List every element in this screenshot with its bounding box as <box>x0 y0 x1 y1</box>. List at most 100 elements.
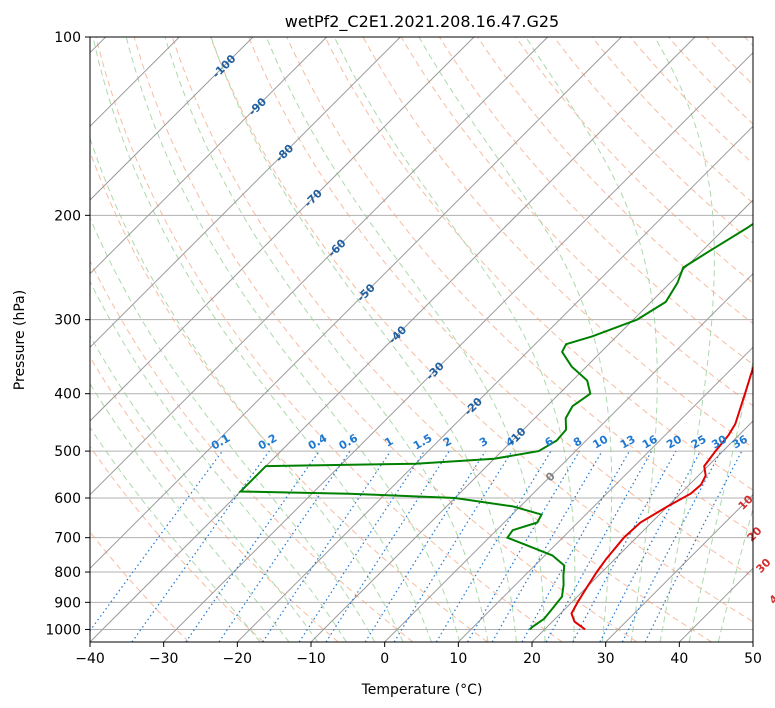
mixing-ratio-line <box>298 450 425 642</box>
dry-adiabat <box>95 37 563 642</box>
mixing-ratio-label: 36 <box>730 432 750 451</box>
isotherm <box>163 51 753 642</box>
mixing-ratio-label: 1.5 <box>411 432 434 453</box>
isotherm <box>236 125 753 642</box>
mixing-ratio-line <box>131 450 270 642</box>
dry-adiabat <box>90 150 488 642</box>
moist-adiabat <box>688 358 753 642</box>
dry-adiabat <box>668 37 753 125</box>
profiles <box>238 222 753 631</box>
y-tick-label: 1000 <box>45 622 81 638</box>
mixing-ratio-line <box>364 450 486 642</box>
x-tick-label: −10 <box>296 651 326 667</box>
isotherm <box>605 493 753 642</box>
mixing-ratio-line <box>466 450 580 642</box>
isotherm <box>90 37 549 496</box>
moist-adiabat <box>90 382 290 642</box>
dry-adiabat <box>210 37 753 623</box>
y-tick-label: 700 <box>54 531 81 547</box>
y-tick-label: 400 <box>54 387 81 403</box>
dry-adiabat <box>171 37 712 642</box>
isotherm-label: -90 <box>246 95 269 118</box>
x-tick-label: 30 <box>597 651 615 667</box>
dry-adiabat <box>286 37 753 534</box>
mixing-ratio-label: 20 <box>664 432 684 451</box>
dry-adiabat <box>90 259 414 642</box>
dry-adiabat <box>324 37 753 491</box>
dry-adiabat <box>90 531 190 642</box>
isotherm <box>678 567 753 642</box>
moist-adiabat <box>717 507 753 642</box>
dry-adiabat <box>133 37 638 642</box>
mixing-ratio-line <box>185 450 320 642</box>
dry-adiabat <box>515 37 753 284</box>
mixing-ratio-label: 8 <box>571 435 584 450</box>
isotherm <box>90 37 696 642</box>
dry-adiabat-label: 30 <box>754 556 774 576</box>
isotherm <box>90 37 401 349</box>
chart-title: wetPf2_C2E1.2021.208.16.47.G25 <box>285 12 559 32</box>
dry-adiabat-label: 40 <box>767 587 775 607</box>
mixing-ratio-label: 0.4 <box>306 431 330 452</box>
temperature-profile <box>570 364 753 631</box>
x-tick-label: −20 <box>223 651 253 667</box>
y-tick-label: 900 <box>54 595 81 611</box>
dry-adiabat <box>744 37 753 47</box>
mixing-ratio-line <box>599 450 702 642</box>
y-tick-label: 200 <box>54 208 81 224</box>
isotherm <box>90 37 254 201</box>
isotherm <box>90 37 328 275</box>
mixing-ratio-line <box>90 450 223 632</box>
axes: −40 −30 −20 −10 0 10 20 30 40 50 100 200 300 400 500 60… <box>45 30 762 667</box>
mixing-ratio-label: 25 <box>689 433 709 452</box>
x-axis-label: Temperature (°C) <box>361 682 483 698</box>
moist-adiabat <box>90 136 404 642</box>
y-tick-label: 100 <box>54 30 81 46</box>
isotherm <box>752 641 753 642</box>
isotherm-label: -100 <box>210 52 239 81</box>
plot-frame <box>89 36 754 643</box>
moist-adiabat <box>333 37 576 642</box>
dry-adiabat <box>90 445 264 642</box>
dry-adiabat <box>248 37 753 578</box>
isotherm <box>457 346 753 642</box>
dry-adiabat <box>438 37 753 366</box>
mixing-ratio-label: 3 <box>477 435 490 450</box>
isotherm <box>90 37 622 570</box>
dry-adiabat <box>706 37 753 86</box>
y-tick-label: 600 <box>54 491 81 507</box>
isotherm <box>384 272 753 642</box>
moist-adiabat <box>210 37 517 642</box>
moist-adiabat <box>418 37 613 642</box>
mixing-ratio-line <box>545 450 653 642</box>
mixing-ratio-line <box>325 450 450 642</box>
x-tick-label: −30 <box>149 651 179 667</box>
moist-adiabat <box>92 37 432 642</box>
dry-adiabat <box>591 37 753 204</box>
mixing-ratio-label: 10 <box>591 432 611 451</box>
mixing-ratio-line <box>218 450 351 642</box>
dry-adiabat-label: 20 <box>745 524 765 544</box>
moist-adiabat <box>90 216 376 642</box>
moist-adiabat <box>125 37 461 642</box>
x-tick-label: −40 <box>75 651 105 667</box>
y-axis-label: Pressure (hPa) <box>12 290 28 390</box>
mixing-ratio-line <box>644 450 743 642</box>
isotherm <box>90 37 475 422</box>
moist-adiabat <box>164 37 489 642</box>
isotherm <box>310 199 753 642</box>
y-tick-label: 300 <box>54 313 81 329</box>
moist-adiabat <box>90 426 261 642</box>
x-tick-label: 20 <box>523 651 541 667</box>
mixing-ratio-label: 0.1 <box>209 432 232 453</box>
moist-adiabat <box>90 334 319 642</box>
y-tick-label: 800 <box>54 565 81 581</box>
mixing-ratio-line <box>393 450 513 642</box>
isotherm <box>531 420 753 642</box>
moist-adiabat <box>90 280 347 642</box>
dry-adiabat <box>90 356 339 642</box>
mixing-ratio-label: 16 <box>640 432 660 451</box>
moist-adiabat <box>265 37 546 642</box>
